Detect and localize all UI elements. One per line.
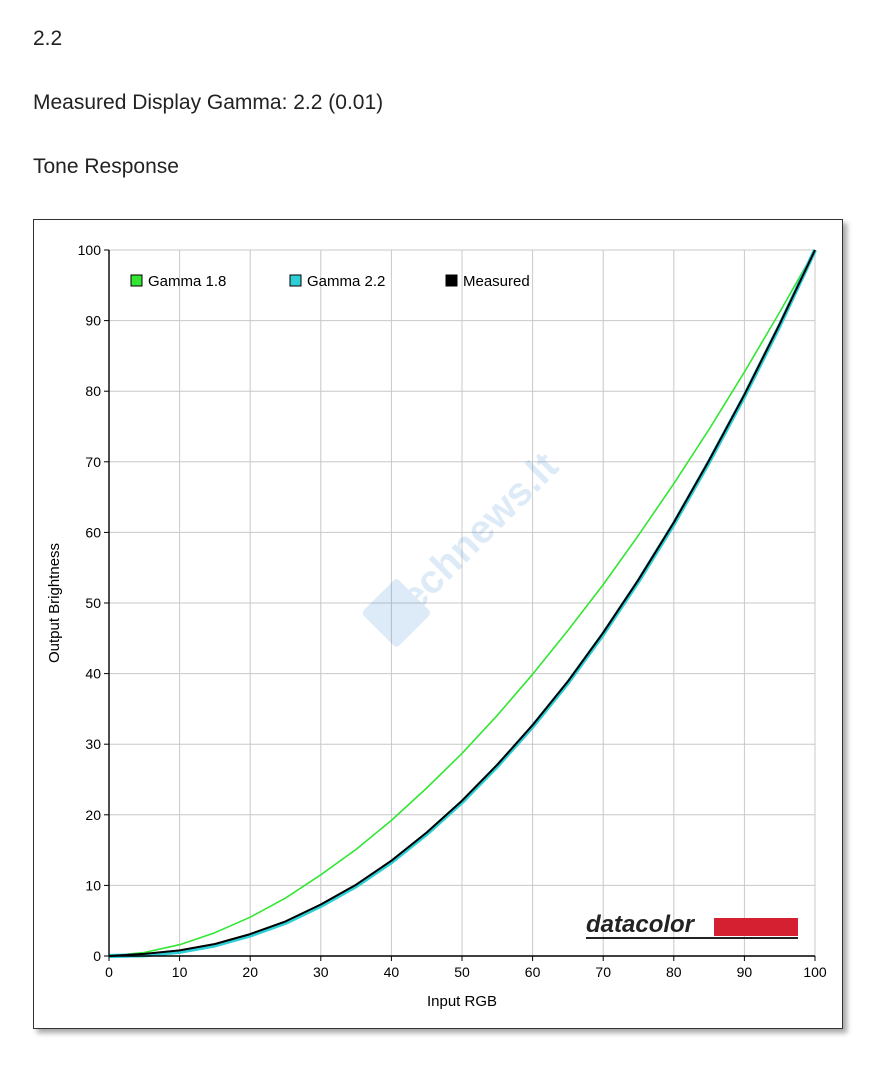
datacolor-red-bar (714, 918, 798, 936)
x-tick-label: 60 (525, 964, 541, 980)
tone-response-title: Tone Response (33, 155, 179, 178)
legend-swatch (130, 274, 143, 287)
y-tick-label: 70 (85, 454, 101, 470)
chart-svg: Technews.lt 0 10 20 30 40 50 60 70 80 90 100010203… (46, 242, 827, 1010)
tone-response-chart: Technews.lt 0 10 20 30 40 50 60 70 80 90 100 0 10 20 3… (33, 219, 843, 1029)
datacolor-logo: datacolor (586, 911, 798, 939)
axis-ticks: 0 10 20 30 40 50 60 70 80 90 100 0 10 20 30 40 50 60 70 80 9… (78, 242, 827, 980)
series-lines (108, 249, 817, 959)
x-tick-label: 40 (384, 964, 400, 980)
x-tick-label: 50 (454, 964, 470, 980)
x-tick-label: 20 (242, 964, 258, 980)
x-tick-label: 90 (737, 964, 753, 980)
y-tick-label: 40 (85, 666, 101, 682)
legend: Gamma 1.8 Gamma 2.2 Measured (130, 273, 530, 290)
y-tick-label: 90 (85, 313, 101, 329)
y-axis-label: Output Brightness (46, 543, 63, 663)
y-tick-label: 100 (78, 242, 102, 258)
y-tick-label: 20 (85, 807, 101, 823)
gamma-value-heading: 2.2 (33, 27, 63, 50)
x-tick-label: 100 (803, 964, 827, 980)
legend-label: Measured (463, 273, 530, 290)
y-tick-label: 80 (85, 383, 101, 399)
x-tick-label: 30 (313, 964, 329, 980)
y-tick-label: 30 (85, 736, 101, 752)
series-line-measured (108, 249, 816, 957)
legend-swatch (289, 274, 302, 287)
datacolor-wordmark: datacolor (586, 911, 696, 938)
measured-gamma-text: Measured Display Gamma: 2.2 (0.01) (33, 91, 384, 114)
grid-lines (109, 249, 816, 956)
x-tick-label: 10 (172, 964, 188, 980)
x-tick-label: 80 (666, 964, 682, 980)
series-line-gamma18 (108, 249, 816, 957)
y-tick-label: 10 (85, 877, 101, 893)
watermark-logo (362, 579, 431, 647)
legend-label: Gamma 2.2 (307, 273, 385, 290)
x-tick-label: 70 (595, 964, 611, 980)
legend-label: Gamma 1.8 (148, 273, 226, 290)
y-tick-label: 0 (93, 948, 101, 964)
y-tick-label: 50 (85, 595, 101, 611)
legend-swatch (445, 274, 458, 287)
y-tick-label: 60 (85, 524, 101, 540)
x-tick-label: 0 (105, 964, 113, 980)
x-axis-label: Input RGB (427, 993, 497, 1010)
